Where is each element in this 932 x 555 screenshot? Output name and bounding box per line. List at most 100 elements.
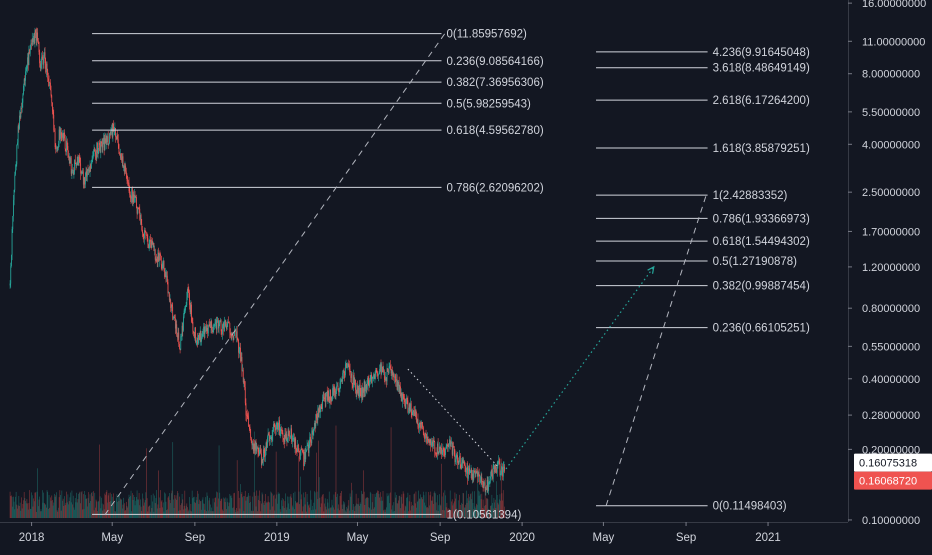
candle	[290, 428, 292, 436]
volume-bar	[240, 484, 241, 518]
candle	[402, 393, 403, 402]
candle	[248, 417, 250, 427]
candle	[492, 473, 493, 479]
candle	[484, 482, 486, 491]
candle	[214, 322, 216, 324]
candle	[250, 429, 252, 438]
volume-bar	[496, 494, 498, 518]
candle	[314, 423, 315, 430]
candle	[379, 364, 381, 369]
volume-bar	[388, 493, 390, 518]
candle	[397, 385, 399, 390]
volume-bar	[219, 492, 221, 518]
candle	[213, 323, 215, 327]
volume-bar	[321, 496, 323, 518]
volume-bar	[294, 491, 296, 518]
candle	[371, 378, 373, 384]
candle	[236, 331, 238, 339]
volume-bar	[56, 510, 58, 518]
fib-retracement-label: 0.618(4.59562780)	[446, 125, 543, 137]
volume-bar	[337, 508, 339, 518]
candle	[54, 131, 56, 148]
fib-retracement-label: 0.786(2.62096202)	[446, 182, 543, 194]
volume-bar	[490, 505, 491, 518]
candle	[393, 374, 395, 378]
candle	[210, 321, 212, 328]
volume-bar	[132, 493, 133, 518]
price-axis: 16.00000000 11.00000000 8.00000000 5.500000…	[848, 0, 932, 550]
volume-bar	[184, 490, 186, 518]
volume-bar	[227, 502, 229, 518]
candle	[357, 387, 359, 394]
volume-bar	[484, 505, 485, 518]
candle	[371, 374, 372, 384]
volume-bar	[353, 506, 355, 518]
volume-bar	[225, 497, 227, 518]
candle	[408, 411, 409, 413]
candle	[469, 472, 471, 474]
candle	[75, 163, 77, 166]
candle	[12, 216, 14, 230]
volume-bar	[402, 491, 404, 518]
volume-bar	[275, 451, 277, 518]
candle	[282, 432, 284, 439]
volume-bar	[394, 492, 396, 518]
volume-bar	[104, 493, 106, 518]
volume-bar	[105, 492, 107, 518]
volume-bar	[492, 502, 493, 518]
volume-bar	[501, 493, 503, 518]
candle	[212, 330, 214, 333]
volume-bar	[324, 503, 325, 518]
candle	[485, 488, 487, 491]
volume-bar	[375, 493, 377, 518]
volume-bar	[463, 507, 465, 518]
candle	[270, 436, 272, 439]
volume-bar	[292, 507, 294, 518]
candle	[403, 395, 405, 399]
volume-bar	[215, 497, 217, 518]
volume-bar	[37, 468, 38, 518]
time-tick-label: May	[101, 532, 123, 544]
candle	[349, 365, 350, 370]
volume-bar	[378, 493, 380, 518]
candle	[354, 379, 356, 385]
candle	[55, 147, 57, 149]
candle	[243, 381, 245, 383]
volume-bar	[72, 504, 73, 518]
candle	[156, 261, 158, 263]
volume-bar	[373, 508, 374, 518]
candle	[126, 175, 128, 181]
volume-bar	[376, 492, 378, 518]
volume-bar	[117, 501, 118, 518]
candle	[159, 254, 161, 255]
volume-bar	[144, 500, 146, 518]
candle	[76, 156, 78, 164]
candle	[218, 324, 220, 329]
candle	[246, 415, 248, 417]
candle	[104, 138, 106, 151]
volume-bar	[453, 503, 454, 518]
price-tick-label: 2.50000000	[862, 187, 920, 199]
candle	[39, 52, 41, 64]
volume-bar	[136, 490, 138, 518]
volume-bar	[130, 495, 131, 518]
candle	[80, 171, 82, 174]
volume-bar	[223, 497, 225, 518]
candle	[499, 464, 501, 475]
volume-bar	[456, 508, 458, 518]
candle	[204, 327, 206, 335]
volume-bar	[248, 492, 249, 518]
candle	[418, 424, 420, 428]
volume-bar	[192, 498, 194, 518]
volume-bar	[66, 491, 67, 518]
candle	[498, 461, 500, 465]
candle	[342, 372, 344, 382]
volume-bar	[314, 492, 316, 518]
candle	[289, 435, 291, 437]
volume-bar	[281, 498, 283, 518]
volume-bar	[90, 500, 92, 518]
volume-bar	[171, 490, 173, 518]
candle	[220, 320, 222, 332]
